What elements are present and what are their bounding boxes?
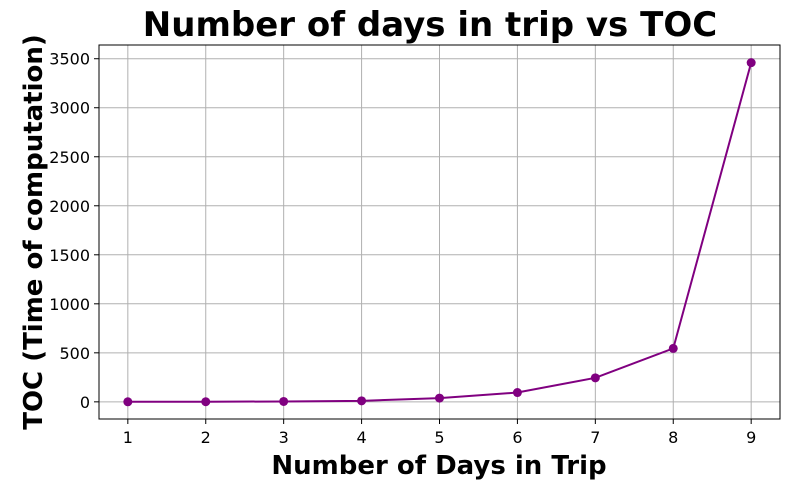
data-point xyxy=(123,397,133,407)
y-tick-label: 2500 xyxy=(49,148,90,167)
x-tick-label: 6 xyxy=(512,428,522,447)
grid xyxy=(99,45,780,419)
y-tick-label: 1000 xyxy=(49,295,90,314)
x-tick-label: 2 xyxy=(201,428,211,447)
data-point xyxy=(201,397,211,407)
y-tick-label: 0 xyxy=(80,393,90,412)
series-layer xyxy=(123,58,756,407)
data-point xyxy=(590,373,600,383)
data-point xyxy=(357,396,367,406)
y-axis-label: TOC (Time of computation) xyxy=(19,34,49,430)
y-tick-label: 500 xyxy=(59,344,90,363)
chart-title: Number of days in trip vs TOC xyxy=(143,5,717,45)
y-tick-label: 3500 xyxy=(49,50,90,69)
y-tick-label: 2000 xyxy=(49,197,90,216)
data-point xyxy=(668,343,678,353)
data-point xyxy=(746,58,756,68)
x-tick-label: 9 xyxy=(746,428,756,447)
x-tick-label: 5 xyxy=(434,428,444,447)
data-point xyxy=(279,396,289,406)
x-tick-label: 7 xyxy=(590,428,600,447)
x-tick-label: 4 xyxy=(356,428,366,447)
x-tick-label: 1 xyxy=(123,428,133,447)
x-axis-label: Number of Days in Trip xyxy=(271,451,606,481)
axis-ticks: 1 2 3 4 5 6 7 8 9 0 500 1000 1500 2000 2500 3000 3500 xyxy=(49,50,756,447)
data-point xyxy=(512,388,522,398)
y-tick-label: 1500 xyxy=(49,246,90,265)
x-tick-label: 8 xyxy=(668,428,678,447)
data-point xyxy=(435,393,444,403)
y-tick-label: 3000 xyxy=(49,99,90,118)
x-tick-label: 3 xyxy=(279,428,289,447)
plot-frame xyxy=(98,44,781,420)
